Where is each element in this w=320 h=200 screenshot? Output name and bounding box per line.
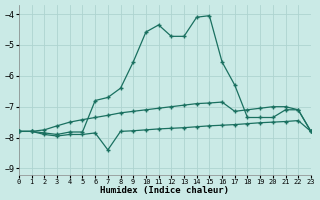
- X-axis label: Humidex (Indice chaleur): Humidex (Indice chaleur): [100, 186, 229, 195]
